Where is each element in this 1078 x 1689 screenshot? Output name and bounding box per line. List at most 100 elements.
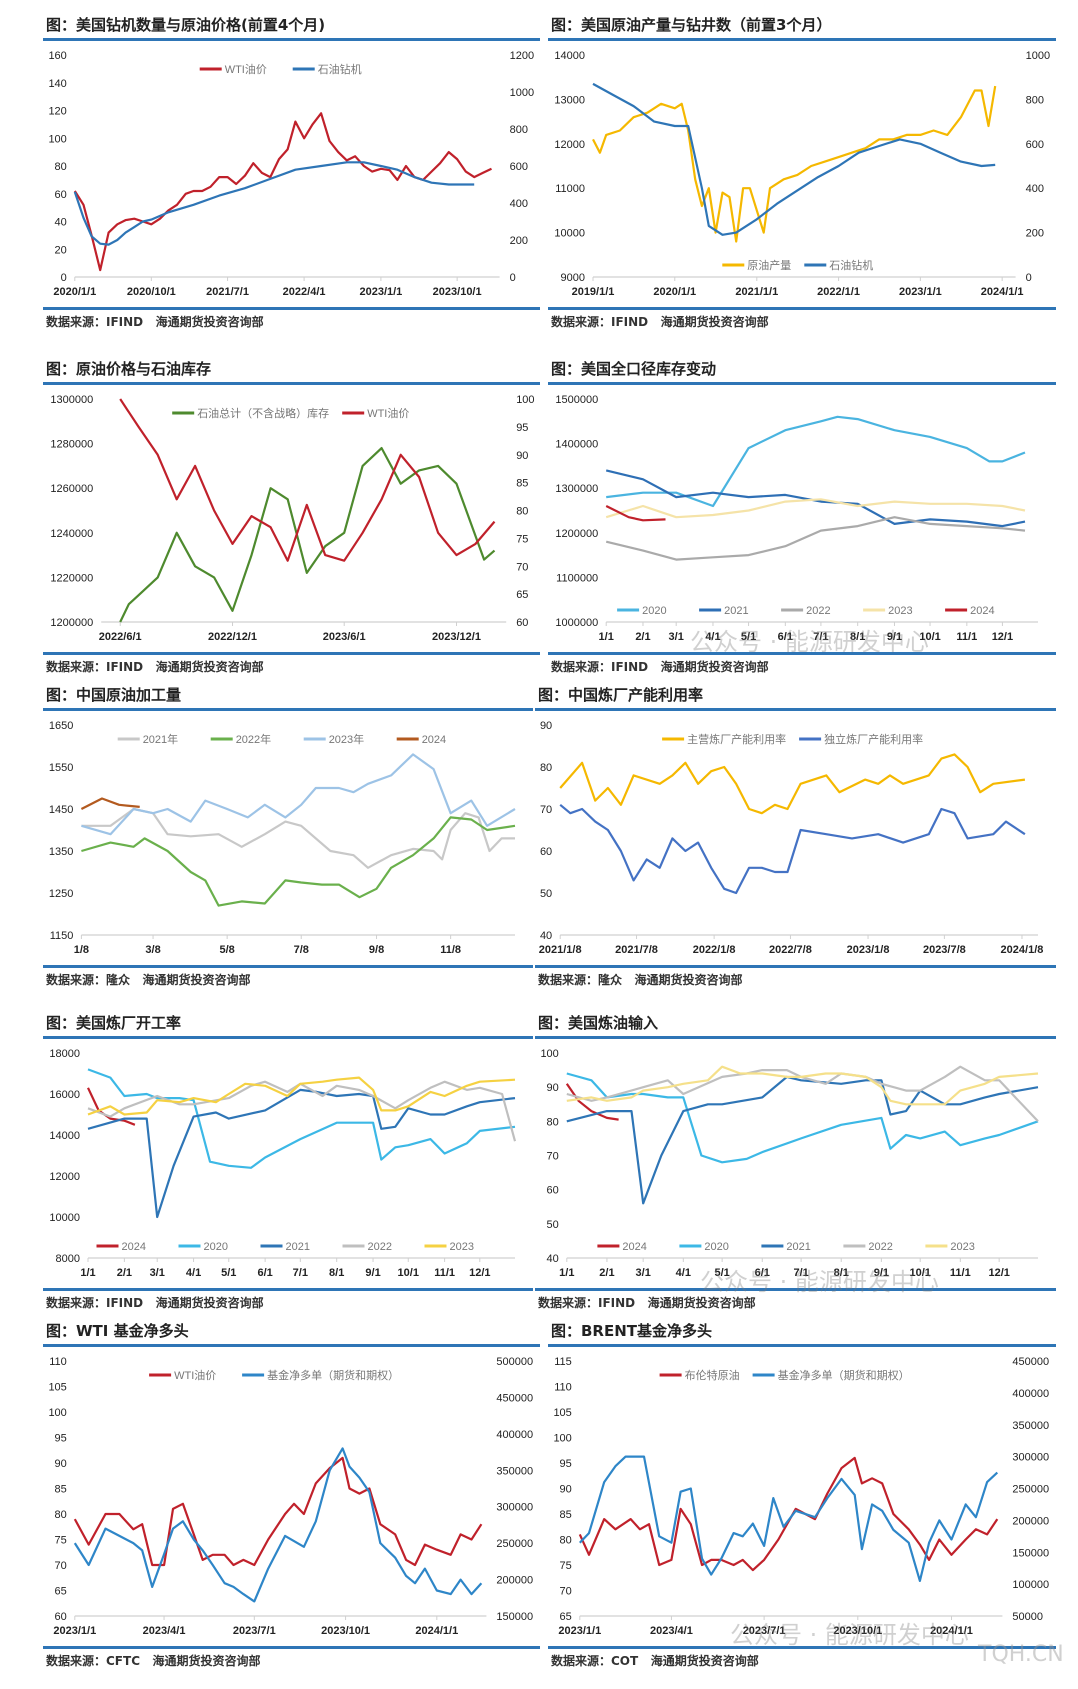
line-chart: 8000 10000 12000 14000 16000 18000 1/1 2/1 3/1 4/… [49,1048,517,1279]
y-axis-tick-label: 65 [55,1586,67,1598]
line-chart: 65 70 75 80 85 90 95 100 105 110 115 50000 100000 150… [553,1356,1049,1637]
legend-label: 主营炼厂产能利用率 [687,732,786,746]
series-line-1 [119,447,496,623]
x-axis-tick-label: 2022/7/8 [769,944,812,956]
series-line-1 [73,1456,483,1567]
chart-title: 图：美国炼厂开工率 [46,1014,182,1032]
x-axis-tick-label: 8/1 [834,1267,849,1279]
y2-axis-tick-label: 90 [516,450,528,462]
y-axis-tick-label: 70 [547,1151,559,1163]
y2-axis-tick-label: 800 [510,124,528,136]
legend-label: 2021年 [143,732,178,746]
y-axis-tick-label: 1300000 [555,483,598,495]
x-axis-tick-label: 2/1 [635,631,650,643]
legend-label: WTI油价 [174,1368,216,1382]
legend: 布伦特原油 基金净多单（期货和期权） [659,1368,910,1382]
y-axis-tick-label: 100 [48,1407,66,1419]
legend-item: 2020 [679,1241,729,1253]
y-axis-tick-label: 65 [560,1611,572,1623]
legend-item: 石油总计（不含战略）库存 [172,406,329,420]
data-source: 数据来源：CFTC 海通期货投资咨询部 [46,1654,261,1668]
y2-axis-tick-label: 200 [1026,228,1044,240]
y2-axis-tick-label: 500000 [496,1356,533,1368]
y-axis-tick-label: 1450 [49,804,73,816]
x-axis-tick-label: 9/1 [874,1267,889,1279]
series-line-2 [119,398,496,562]
legend-label: 2023 [950,1241,974,1253]
legend: 石油总计（不含战略）库存 WTI油价 [172,406,409,420]
y-axis-tick-label: 120 [48,106,66,118]
chart-title: 图：中国原油加工量 [46,686,182,704]
title-divider [548,38,1056,41]
y2-axis-tick-label: 200000 [496,1575,533,1587]
y2-axis-tick-label: 50000 [1012,1611,1043,1623]
y2-axis-tick-label: 80 [516,506,528,518]
legend-item: 2024 [945,605,995,617]
legend-item: 布伦特原油 [659,1368,740,1382]
y-axis-tick-label: 90 [547,1082,559,1094]
legend-item: 2023 [925,1241,975,1253]
legend-item: 2022 [843,1241,893,1253]
y2-axis-tick-label: 250000 [1012,1484,1049,1496]
data-source: 数据来源：IFIND 海通期货投资咨询部 [551,315,769,329]
legend: WTI油价 基金净多单（期货和期权） [149,1368,399,1382]
y-axis-tick-label: 1250 [49,888,73,900]
y-axis-tick-label: 70 [55,1560,67,1572]
y2-axis-tick-label: 60 [516,617,528,629]
x-axis-tick-label: 10/1 [398,1267,419,1279]
x-axis-tick-label: 2/1 [599,1267,614,1279]
series-line-2 [73,1447,483,1603]
y-axis-tick-label: 11000 [555,183,585,195]
x-axis-tick-label: 3/1 [150,1267,165,1279]
x-axis-tick-label: 6/1 [755,1267,770,1279]
data-source: 数据来源：隆众 海通期货投资咨询部 [46,973,251,987]
x-axis-tick-label: 1/1 [599,631,614,643]
source-divider [548,652,1056,655]
y2-axis-tick-label: 450000 [496,1392,533,1404]
y2-axis-tick-label: 95 [516,422,528,434]
chart-panel: 图：美国原油产量与钻井数（前置3个月） 9000 10000 11000 12000 13… [548,12,1056,334]
y2-axis-tick-label: 200 [510,235,528,247]
y-axis-tick-label: 60 [55,1611,67,1623]
x-axis-tick-label: 7/1 [793,1267,808,1279]
data-source: 数据来源：隆众 海通期货投资咨询部 [538,973,743,987]
legend-label: 2022 [806,605,830,617]
y-axis-tick-label: 90 [560,1484,572,1496]
y-axis-tick-label: 12000 [554,139,585,151]
series-line-1 [73,112,492,272]
legend: 2024 2020 2021 2022 2023 [597,1241,975,1253]
x-axis-tick-label: 2/1 [117,1267,132,1279]
y2-axis-tick-label: 65 [516,589,528,601]
x-axis-tick-label: 2023/7/8 [923,944,966,956]
x-axis-tick-label: 12/1 [992,631,1013,643]
y-axis-tick-label: 1200000 [555,528,598,540]
title-divider [43,38,540,41]
x-axis-tick-label: 2020/10/1 [127,286,176,298]
legend-item: 2021年 [117,732,178,746]
legend-item: WTI油价 [149,1368,216,1382]
y-axis-tick-label: 1000000 [555,617,598,629]
x-axis-tick-label: 4/1 [186,1267,201,1279]
y-axis-tick-label: 1150 [50,930,74,942]
x-axis-tick-label: 3/1 [669,631,684,643]
series-line-2 [605,469,1026,528]
legend: 2021年 2022年 2023年 2024 [117,732,446,746]
y-axis-tick-label: 0 [61,272,67,284]
source-divider [43,307,540,310]
y-axis-tick-label: 1350 [49,846,73,858]
legend-item: 2023 [424,1241,474,1253]
y-axis-tick-label: 140 [48,78,66,90]
series-line-2 [559,803,1026,895]
x-axis-tick-label: 5/8 [219,944,234,956]
chart-title: 图：中国炼厂产能利用率 [538,686,704,704]
legend-label: 2021 [786,1241,810,1253]
x-axis-tick-label: 2022/1/8 [693,944,736,956]
series-line-4 [80,797,140,810]
y-axis-tick-label: 40 [540,930,552,942]
x-axis-tick-label: 2023/1/1 [558,1625,601,1637]
legend-label: 布伦特原油 [685,1368,740,1382]
legend-item: 石油钻机 [804,258,873,272]
x-axis-tick-label: 2019/1/1 [572,286,615,298]
y2-axis-tick-label: 150000 [496,1611,533,1623]
y2-axis-tick-label: 0 [1026,272,1032,284]
